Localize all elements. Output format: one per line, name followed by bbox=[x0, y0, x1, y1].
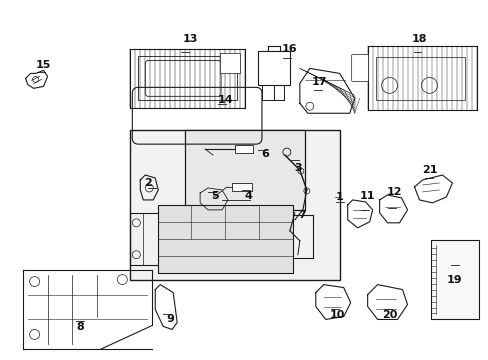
Text: 1: 1 bbox=[335, 192, 343, 202]
Text: 19: 19 bbox=[446, 275, 461, 285]
Bar bbox=[375, 58, 465, 100]
Text: 20: 20 bbox=[381, 310, 396, 320]
Bar bbox=[220, 54, 240, 73]
Text: 12: 12 bbox=[386, 187, 402, 197]
Bar bbox=[430, 240, 478, 319]
Text: 21: 21 bbox=[421, 165, 436, 175]
Text: 13: 13 bbox=[182, 33, 198, 44]
Bar bbox=[158, 205, 292, 273]
Text: 14: 14 bbox=[217, 95, 232, 105]
Text: 6: 6 bbox=[261, 149, 268, 159]
Text: 2: 2 bbox=[144, 178, 152, 188]
Text: 18: 18 bbox=[411, 33, 427, 44]
Bar bbox=[185, 130, 304, 210]
Bar bbox=[130, 130, 339, 280]
FancyBboxPatch shape bbox=[351, 54, 368, 81]
Text: 10: 10 bbox=[329, 310, 345, 320]
Text: 4: 4 bbox=[244, 191, 251, 201]
Bar bbox=[235, 145, 252, 153]
Text: 7: 7 bbox=[297, 210, 305, 220]
Text: 16: 16 bbox=[282, 44, 297, 54]
Bar bbox=[258, 50, 289, 85]
Bar bbox=[138, 57, 237, 100]
Text: 11: 11 bbox=[359, 191, 375, 201]
Text: 8: 8 bbox=[77, 323, 84, 332]
Text: 5: 5 bbox=[211, 191, 219, 201]
Text: 3: 3 bbox=[293, 163, 301, 173]
Bar bbox=[232, 183, 251, 191]
Text: 9: 9 bbox=[166, 314, 174, 324]
Text: 15: 15 bbox=[36, 60, 51, 71]
Text: 17: 17 bbox=[311, 77, 327, 87]
